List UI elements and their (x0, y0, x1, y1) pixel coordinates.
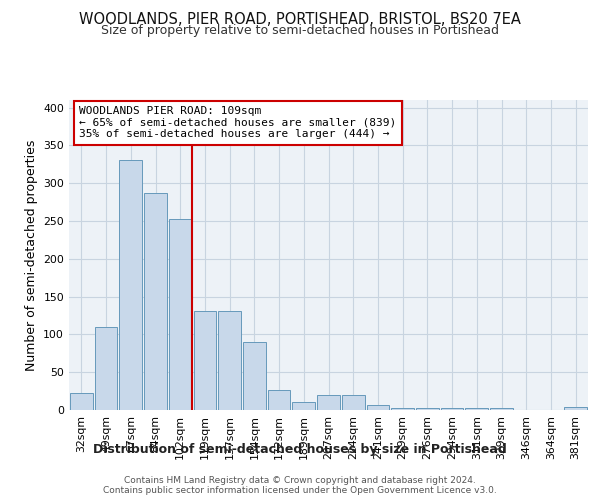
Text: Size of property relative to semi-detached houses in Portishead: Size of property relative to semi-detach… (101, 24, 499, 37)
Bar (268, 390, 290, 410)
Bar (243, 342, 266, 410)
Bar (169, 220, 191, 410)
Bar (391, 408, 414, 410)
Text: WOODLANDS, PIER ROAD, PORTISHEAD, BRISTOL, BS20 7EA: WOODLANDS, PIER ROAD, PORTISHEAD, BRISTO… (79, 12, 521, 28)
Bar (466, 408, 488, 410)
Bar (564, 407, 587, 410)
Text: Contains HM Land Registry data © Crown copyright and database right 2024.: Contains HM Land Registry data © Crown c… (124, 476, 476, 485)
Bar (292, 402, 315, 410)
Bar (194, 311, 216, 410)
Bar (441, 408, 463, 410)
Bar (367, 406, 389, 410)
Bar (119, 160, 142, 410)
Bar (218, 311, 241, 410)
Bar (416, 408, 439, 410)
Bar (95, 327, 118, 410)
Bar (144, 193, 167, 410)
Text: Distribution of semi-detached houses by size in Portishead: Distribution of semi-detached houses by … (93, 442, 507, 456)
Bar (317, 395, 340, 410)
Text: WOODLANDS PIER ROAD: 109sqm
← 65% of semi-detached houses are smaller (839)
35% : WOODLANDS PIER ROAD: 109sqm ← 65% of sem… (79, 106, 397, 140)
Bar (70, 394, 93, 410)
Bar (490, 408, 513, 410)
Text: Contains public sector information licensed under the Open Government Licence v3: Contains public sector information licen… (103, 486, 497, 495)
Y-axis label: Number of semi-detached properties: Number of semi-detached properties (25, 140, 38, 370)
Bar (342, 395, 365, 410)
